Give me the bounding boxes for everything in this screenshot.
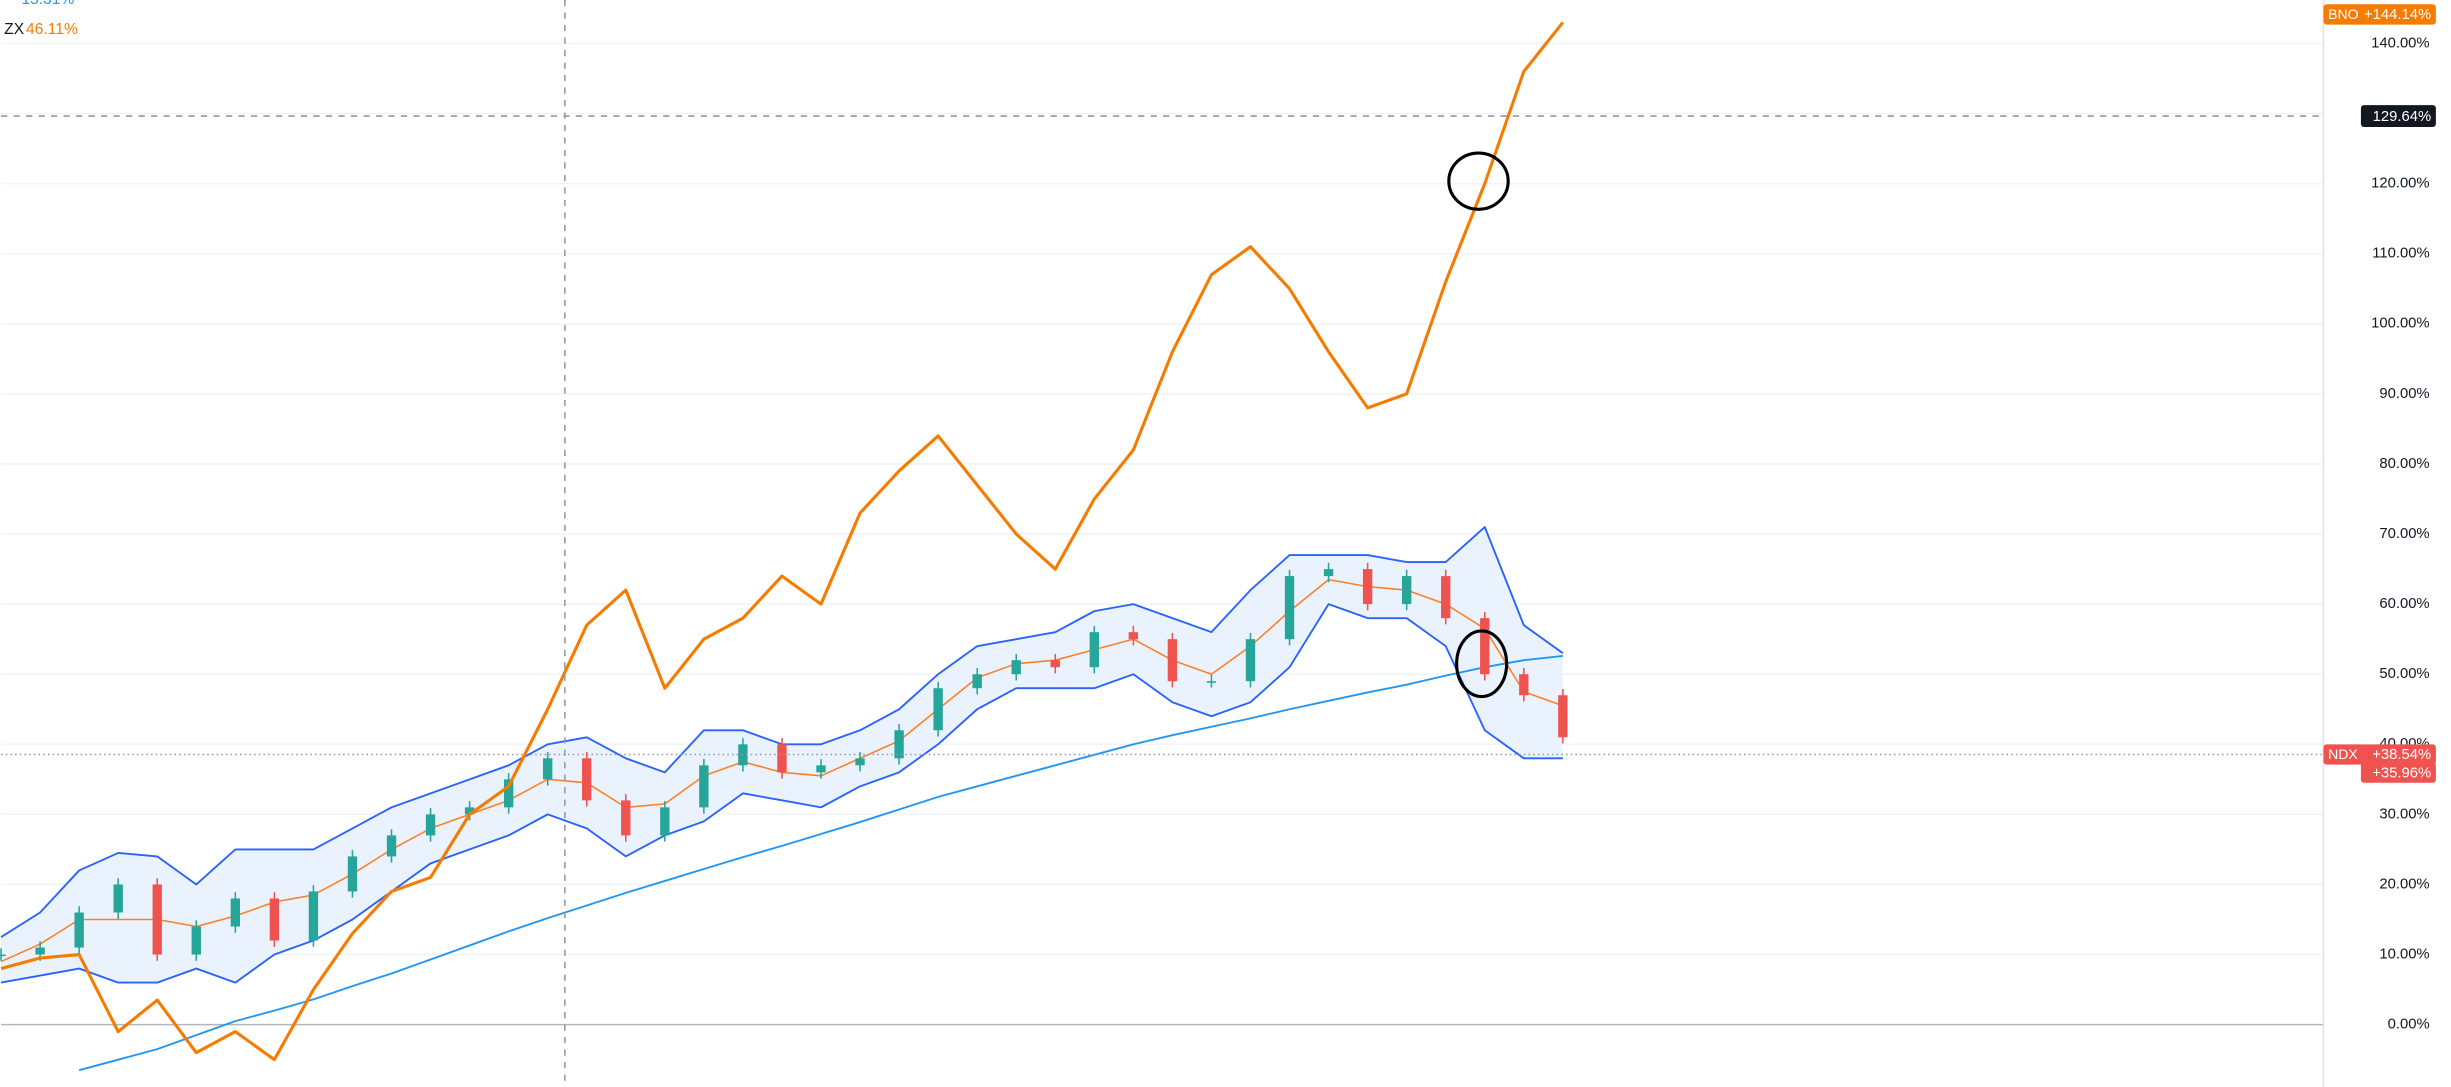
candle — [1480, 618, 1490, 675]
candle — [621, 800, 631, 836]
annotation-circle — [1455, 629, 1509, 699]
y-tick-label: 50.00% — [2379, 666, 2429, 682]
candle — [1050, 660, 1060, 668]
candle — [113, 884, 123, 913]
y-tick-label: 110.00% — [2372, 246, 2429, 262]
candle — [777, 744, 787, 773]
candle — [347, 856, 358, 892]
y-tick-label: 140.00% — [2371, 35, 2430, 51]
candle — [855, 758, 865, 766]
candle — [308, 891, 319, 941]
price-label: +38.54% — [2372, 747, 2431, 763]
candle — [191, 926, 201, 955]
candle — [933, 688, 943, 731]
candle — [464, 807, 475, 815]
price-axis: 0.00%10.00%20.00%30.00%40.00%50.00%60.00… — [2323, 4, 2436, 1033]
y-tick-label: 90.00% — [2379, 386, 2429, 402]
candle — [582, 758, 592, 801]
candle — [503, 779, 514, 808]
series-line — [0, 603, 1563, 984]
y-tick-label: 10.00% — [2379, 946, 2429, 962]
price-label: +35.96% — [2372, 765, 2431, 781]
plot — [0, 21, 2324, 1072]
y-tick-label: 80.00% — [2379, 456, 2429, 472]
candle — [972, 674, 982, 689]
y-tick-label: 70.00% — [2379, 526, 2429, 542]
candle — [1011, 660, 1021, 675]
candle — [269, 898, 280, 941]
candle — [1558, 695, 1568, 738]
candle — [543, 758, 553, 780]
y-tick-label: 20.00% — [2379, 876, 2429, 892]
candle — [74, 912, 84, 948]
candle — [816, 765, 826, 773]
candle — [386, 835, 397, 857]
y-tick-label: 100.00% — [2371, 316, 2430, 332]
candle — [1089, 632, 1099, 668]
price-badge — [2323, 4, 2436, 25]
candle — [1519, 674, 1529, 696]
candle — [425, 814, 436, 836]
price-label: +144.14% — [2364, 7, 2431, 23]
candle — [660, 807, 670, 836]
candle — [699, 765, 709, 808]
y-tick-label: 60.00% — [2379, 596, 2429, 612]
legend-value: 46.11% — [26, 21, 78, 38]
candle — [0, 954, 6, 957]
candle — [894, 730, 904, 759]
candle — [152, 884, 162, 955]
candle — [230, 898, 241, 927]
series-name: BNO — [2328, 6, 2359, 22]
candle — [1284, 576, 1295, 640]
y-tick-label: 120.00% — [2371, 176, 2430, 192]
candle — [1401, 576, 1412, 605]
candle — [738, 744, 748, 766]
crosshair-badge — [2360, 105, 2436, 127]
candle — [1206, 681, 1217, 683]
price-badge — [2323, 744, 2436, 765]
candle — [1362, 569, 1373, 605]
series-name: NDX — [2328, 746, 2358, 762]
price-badge — [2360, 762, 2436, 783]
candle — [1128, 632, 1139, 640]
candle — [1441, 576, 1451, 619]
series-line — [0, 21, 1565, 1062]
y-tick-label: 30.00% — [2379, 806, 2429, 822]
candle — [1167, 639, 1178, 682]
legend-name: ZX — [4, 21, 25, 38]
candle — [1323, 569, 1334, 577]
annotation-circle — [1447, 151, 1510, 211]
candle — [1245, 639, 1256, 682]
candle — [35, 947, 45, 955]
y-tick-label: 0.00% — [2388, 1017, 2430, 1033]
crosshair-label: 129.64% — [2373, 109, 2432, 125]
series-line — [78, 655, 1563, 1072]
legend-value: 15.31% — [21, 0, 74, 8]
